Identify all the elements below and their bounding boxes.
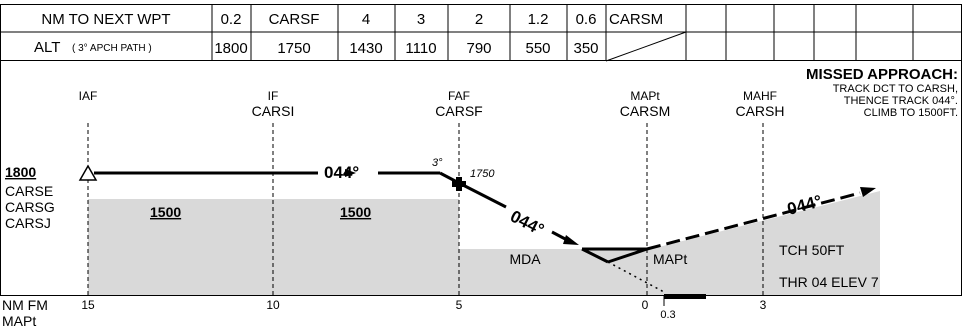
initial-altitude-block: 1800 CARSE CARSG CARSJ (5, 164, 55, 231)
axis-tick-5: 5 (456, 298, 463, 312)
climb-to-mapt-line (607, 247, 648, 264)
mapt-profile-label: MAPt (653, 251, 687, 267)
missed-approach-note: MISSED APPROACH: TRACK DCT TO CARSH, THE… (806, 66, 958, 119)
missed-approach-line (646, 191, 861, 251)
obstacle-clearance-area (88, 191, 880, 295)
faf-altitude-label: 1750 (470, 168, 495, 180)
row2-label-main: ALT (34, 39, 60, 56)
mda-label: MDA (509, 251, 541, 267)
runway-bar (664, 294, 706, 299)
row2-cell-1: 1800 (214, 40, 247, 57)
axis-label-line2: MAPt (2, 313, 36, 329)
row1-cell-8: CARSM (609, 11, 663, 28)
initial-altitude: 1800 (5, 164, 36, 180)
final-arrow-icon (563, 235, 579, 245)
initial-wpt-3: CARSJ (5, 215, 51, 231)
segment-altitude-2: 1500 (340, 204, 371, 220)
final-segment-area (459, 249, 647, 295)
row1-cell-6: 1.2 (528, 11, 549, 28)
row1-cell-1: 0.2 (221, 11, 242, 28)
row1-cell-3: 4 (362, 11, 370, 28)
row2-label-sub: ( 3° APCH PATH ) (72, 43, 152, 54)
faf-name: CARSF (435, 103, 482, 119)
final-segment-line-a (458, 181, 507, 209)
faf-role: FAF (448, 89, 470, 103)
axis-tick-0: 0 (642, 298, 649, 312)
final-track-label: 044° (507, 207, 547, 240)
row2-cell-5: 790 (466, 40, 491, 57)
row1-cell-7: 0.6 (576, 11, 597, 28)
profile-frame (0, 60, 962, 296)
axis-tick-3: 3 (760, 298, 767, 312)
initial-wpt-1: CARSE (5, 183, 53, 199)
axis-tick-15: 15 (81, 298, 95, 312)
threshold-label: THR 04 ELEV 7 (779, 274, 879, 290)
iaf-role: IAF (79, 89, 98, 103)
mapt-role: MAPt (630, 89, 660, 103)
missed-approach-line2: THENCE TRACK 044°. (844, 95, 958, 107)
runway-offset-label: 0.3 (660, 309, 675, 321)
segment-altitude-1: 1500 (150, 204, 181, 220)
row2-cell-7: 350 (573, 40, 598, 57)
table-text: NM TO NEXT WPT 0.2 CARSF 4 3 2 1.2 0.6 C… (34, 11, 663, 57)
approach-path (94, 169, 876, 293)
if-name: CARSI (252, 103, 295, 119)
inbound-track-label: 044° (324, 163, 359, 182)
mapt-name: CARSM (620, 103, 671, 119)
descent-to-visual-line (581, 247, 609, 264)
fix-labels: IAF IF CARSI FAF CARSF MAPt CARSM MAHF C… (79, 89, 785, 119)
initial-wpt-2: CARSG (5, 199, 55, 215)
missed-approach-line1: TRACK DCT TO CARSH, (833, 83, 958, 95)
glide-angle-label: 3° (432, 157, 443, 169)
fix-lines (87, 123, 764, 295)
iaf-triangle-icon (78, 164, 98, 181)
row1-cell-5: 2 (475, 11, 483, 28)
axis-label-line1: NM FM (2, 297, 48, 313)
tch-label: TCH 50FT (779, 242, 845, 258)
distance-axis: NM FM MAPt 15 10 5 0 3 0.3 (2, 294, 767, 329)
axis-tick-10: 10 (266, 298, 280, 312)
row1-cell-2: CARSF (269, 11, 320, 28)
mahf-name: CARSH (735, 103, 784, 119)
if-role: IF (268, 89, 279, 103)
row2-cell-6: 550 (525, 40, 550, 57)
faf-cross-icon (452, 177, 466, 191)
inbound-arrow-icon (345, 169, 356, 177)
row2-cell-3: 1430 (349, 40, 382, 57)
row1-label: NM TO NEXT WPT (41, 11, 170, 28)
missed-approach-line3: CLIMB TO 1500FT. (864, 107, 958, 119)
missed-arrow-icon (860, 187, 876, 197)
row1-cell-4: 3 (417, 11, 425, 28)
row2-cell-4: 1110 (405, 40, 436, 57)
glidepath-extension-line (607, 261, 665, 293)
missed-approach-title: MISSED APPROACH: (806, 66, 958, 83)
mahf-role: MAHF (743, 89, 777, 103)
row2-cell-2: 1750 (277, 40, 310, 57)
